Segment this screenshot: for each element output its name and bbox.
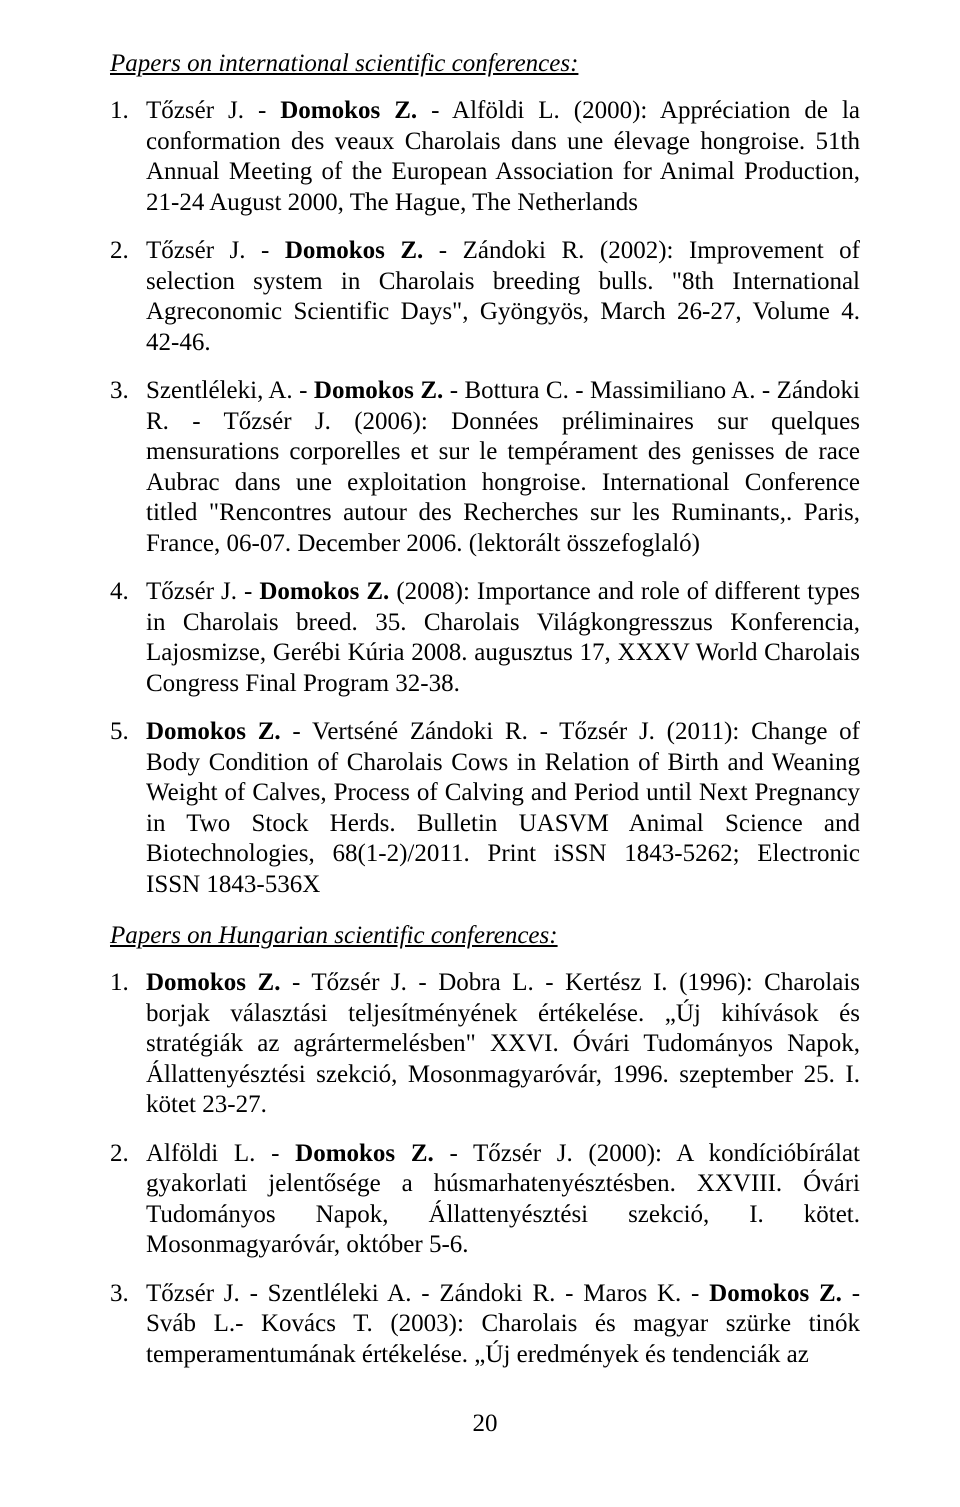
reference-number: 4. <box>110 577 146 699</box>
reference-text: Alföldi L. - Domokos Z. - Tőzsér J. (200… <box>146 1139 860 1261</box>
page-number: 20 <box>110 1410 860 1438</box>
reference-text: Domokos Z. - Vertséné Zándoki R. - Tőzsé… <box>146 717 860 900</box>
reference-item: 2. Alföldi L. - Domokos Z. - Tőzsér J. (… <box>110 1139 860 1261</box>
reference-text: Tőzsér J. - Domokos Z. - Zándoki R. (200… <box>146 236 860 358</box>
section-heading-international: Papers on international scientific confe… <box>110 50 860 78</box>
page-content: Papers on international scientific confe… <box>0 0 960 1478</box>
reference-item: 3. Tőzsér J. - Szentléleki A. - Zándoki … <box>110 1279 860 1371</box>
section-heading-hungarian: Papers on Hungarian scientific conferenc… <box>110 922 860 950</box>
reference-item: 1. Domokos Z. - Tőzsér J. - Dobra L. - K… <box>110 968 860 1121</box>
reference-text: Tőzsér J. - Domokos Z. - Alföldi L. (200… <box>146 96 860 218</box>
reference-list-hungarian: 1. Domokos Z. - Tőzsér J. - Dobra L. - K… <box>110 968 860 1370</box>
reference-number: 3. <box>110 376 146 559</box>
reference-item: 1. Tőzsér J. - Domokos Z. - Alföldi L. (… <box>110 96 860 218</box>
reference-text: Szentléleki, A. - Domokos Z. - Bottura C… <box>146 376 860 559</box>
reference-item: 2. Tőzsér J. - Domokos Z. - Zándoki R. (… <box>110 236 860 358</box>
reference-list-international: 1. Tőzsér J. - Domokos Z. - Alföldi L. (… <box>110 96 860 900</box>
reference-number: 1. <box>110 96 146 218</box>
reference-number: 2. <box>110 236 146 358</box>
reference-number: 5. <box>110 717 146 900</box>
reference-item: 5. Domokos Z. - Vertséné Zándoki R. - Tő… <box>110 717 860 900</box>
reference-text: Tőzsér J. - Domokos Z. (2008): Importanc… <box>146 577 860 699</box>
reference-item: 4. Tőzsér J. - Domokos Z. (2008): Import… <box>110 577 860 699</box>
reference-text: Tőzsér J. - Szentléleki A. - Zándoki R. … <box>146 1279 860 1371</box>
reference-text: Domokos Z. - Tőzsér J. - Dobra L. - Kert… <box>146 968 860 1121</box>
reference-number: 3. <box>110 1279 146 1371</box>
reference-number: 1. <box>110 968 146 1121</box>
reference-number: 2. <box>110 1139 146 1261</box>
reference-item: 3. Szentléleki, A. - Domokos Z. - Bottur… <box>110 376 860 559</box>
